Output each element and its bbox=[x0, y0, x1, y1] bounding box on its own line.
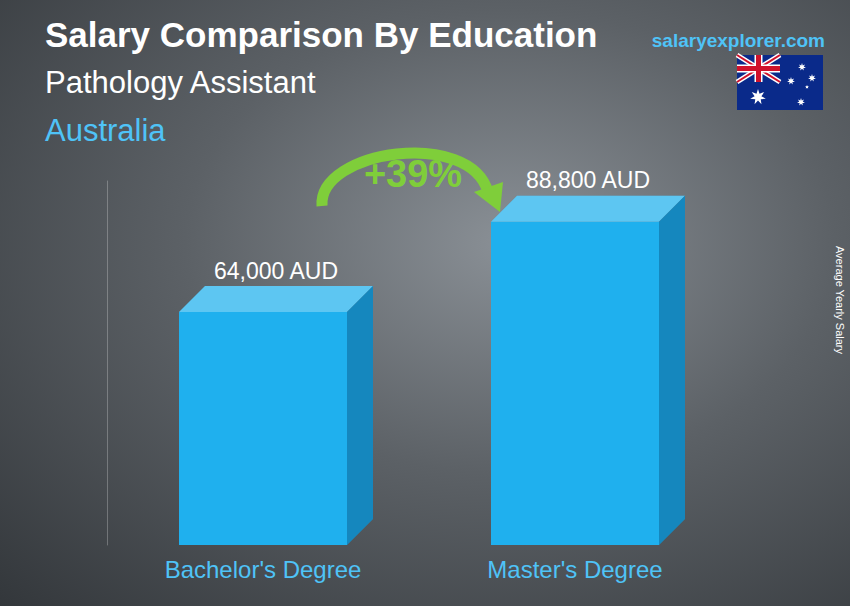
svg-text:Master's Degree: Master's Degree bbox=[487, 556, 662, 583]
svg-text:Average Yearly Salary: Average Yearly Salary bbox=[834, 246, 846, 355]
svg-text:Bachelor's Degree: Bachelor's Degree bbox=[165, 556, 362, 583]
svg-text:88,800 AUD: 88,800 AUD bbox=[526, 167, 650, 193]
svg-text:salaryexplorer.com: salaryexplorer.com bbox=[652, 30, 825, 51]
svg-text:Salary Comparison By Education: Salary Comparison By Education bbox=[45, 15, 597, 54]
svg-text:Pathology Assistant: Pathology Assistant bbox=[45, 65, 316, 100]
svg-text:64,000 AUD: 64,000 AUD bbox=[214, 258, 338, 284]
svg-text:+39%: +39% bbox=[364, 153, 462, 195]
svg-text:Australia: Australia bbox=[45, 113, 166, 148]
